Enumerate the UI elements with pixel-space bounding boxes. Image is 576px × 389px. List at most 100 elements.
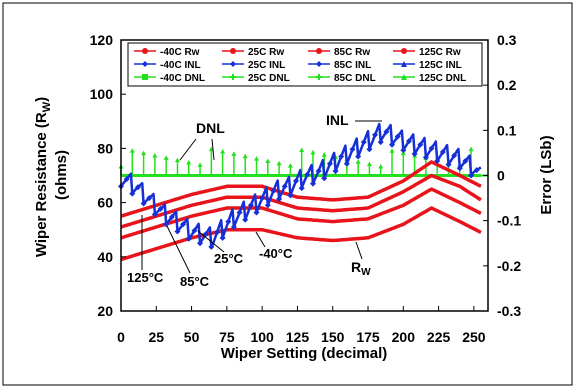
legend-item: 85C INL (308, 60, 371, 71)
inl-marker (434, 158, 441, 165)
dnl-marker (197, 162, 203, 167)
legend-label: 85C DNL (334, 73, 376, 84)
legend-item: 25C Rw (222, 47, 284, 58)
dnl-marker (321, 152, 327, 157)
inl-marker (264, 202, 271, 209)
y-right-tick-label: 0.1 (497, 122, 517, 138)
annotation-inl: INL (326, 112, 349, 128)
inl-marker (439, 149, 446, 156)
legend-item: 125C Rw (393, 47, 461, 58)
dnl-marker (310, 149, 316, 155)
annotation-dnl-arrow (179, 138, 197, 161)
dnl-marker (129, 148, 135, 153)
dnl-marker (276, 160, 282, 166)
inl-marker (191, 227, 198, 234)
legend-marker (316, 48, 322, 54)
annotation-dnl-arrow-2 (211, 138, 215, 161)
inl-marker (236, 209, 243, 216)
y-axis-left-title-sub: W (41, 101, 53, 112)
inl-marker (230, 223, 237, 230)
annotations: DNL INL 125°C 85°C 25°C -40°C RW (127, 112, 382, 289)
y-right-tick-label: 0 (497, 168, 505, 184)
dnl-marker (254, 156, 260, 161)
inl-marker (355, 153, 362, 160)
x-tick-label: 75 (219, 329, 235, 345)
legend-marker (401, 61, 407, 67)
inl-marker (287, 192, 294, 199)
y-right-tick-label: 0.3 (497, 32, 517, 48)
inl-marker (349, 146, 356, 153)
annotation-dnl: DNL (196, 120, 225, 136)
legend-marker (142, 74, 148, 80)
inl-marker (473, 167, 480, 174)
legend-marker (142, 61, 148, 67)
annotation-rw-sub: W (361, 267, 371, 278)
y-left-tick-label: 40 (97, 249, 113, 265)
x-tick-label: 225 (427, 329, 451, 345)
y-right-tick-label: -0.1 (497, 213, 521, 229)
inl-marker (462, 158, 469, 165)
inl-line (120, 122, 482, 249)
y-left-tick-label: 60 (97, 195, 113, 211)
y-left-tick-label: 20 (97, 303, 113, 319)
inl-marker (304, 171, 311, 178)
inl-marker (417, 141, 424, 148)
x-tick-label: 175 (356, 329, 380, 345)
legend-label: 85C Rw (334, 47, 370, 58)
legend-label: 25C INL (248, 60, 285, 71)
inl-marker (253, 209, 260, 216)
inl-marker (309, 180, 316, 187)
dnl-marker (389, 148, 395, 153)
inl-marker (411, 150, 418, 157)
legend-marker (230, 61, 236, 67)
inl-marker (276, 195, 283, 202)
annotation-25c: 25°C (214, 251, 244, 266)
annotation-85c-arrow (166, 225, 191, 274)
y-axis-right-title: Error (LSb) (538, 135, 555, 214)
annotation-rw: RW (351, 259, 371, 278)
inl-marker (123, 176, 130, 183)
annotation-rw-main: R (351, 259, 361, 275)
y-axis-left-title-main: Wiper Resistance (R (33, 112, 50, 257)
y-right-tick-label: 0.2 (497, 77, 517, 93)
legend-label: 85C INL (334, 60, 371, 71)
inl-marker (400, 147, 407, 154)
inl-marker (185, 235, 192, 242)
legend-marker (230, 74, 236, 80)
legend-label: 125C INL (419, 60, 462, 71)
inl-marker (394, 133, 401, 140)
y-right-tick-label: -0.3 (497, 303, 521, 319)
legend-item: 125C INL (393, 60, 462, 71)
dnl-marker (299, 147, 305, 152)
legend-label: 125C DNL (419, 73, 466, 84)
inl-marker (134, 184, 141, 191)
inl-marker (163, 221, 170, 228)
inl-marker (129, 190, 136, 197)
legend-marker (142, 48, 148, 54)
inl-marker (208, 243, 215, 250)
inl-marker (242, 216, 249, 223)
legend-label: -40C DNL (160, 73, 205, 84)
x-tick-label: 200 (392, 329, 416, 345)
inl-marker (321, 175, 328, 182)
plot-layer (118, 122, 488, 262)
inl-marker (157, 205, 164, 212)
annotation-85c: 85°C (180, 274, 210, 289)
inl-marker (405, 138, 412, 145)
legend-item: -40C Rw (134, 47, 200, 58)
dnl-marker (174, 157, 180, 163)
inl-marker (343, 160, 350, 167)
legend-item: 25C INL (222, 60, 285, 71)
inl-marker (225, 218, 232, 225)
annotation-rw-arrow (355, 241, 363, 260)
series-rw-2 (120, 173, 482, 229)
dnl-marker (141, 150, 147, 156)
inl-marker (451, 152, 458, 159)
x-axis-title: Wiper Setting (decimal) (221, 345, 388, 362)
rw-line (120, 187, 482, 240)
legend-item: 25C DNL (222, 73, 290, 84)
inl-marker (140, 200, 147, 207)
inl-marker (146, 195, 153, 202)
y-left-tick-label: 80 (97, 140, 113, 156)
